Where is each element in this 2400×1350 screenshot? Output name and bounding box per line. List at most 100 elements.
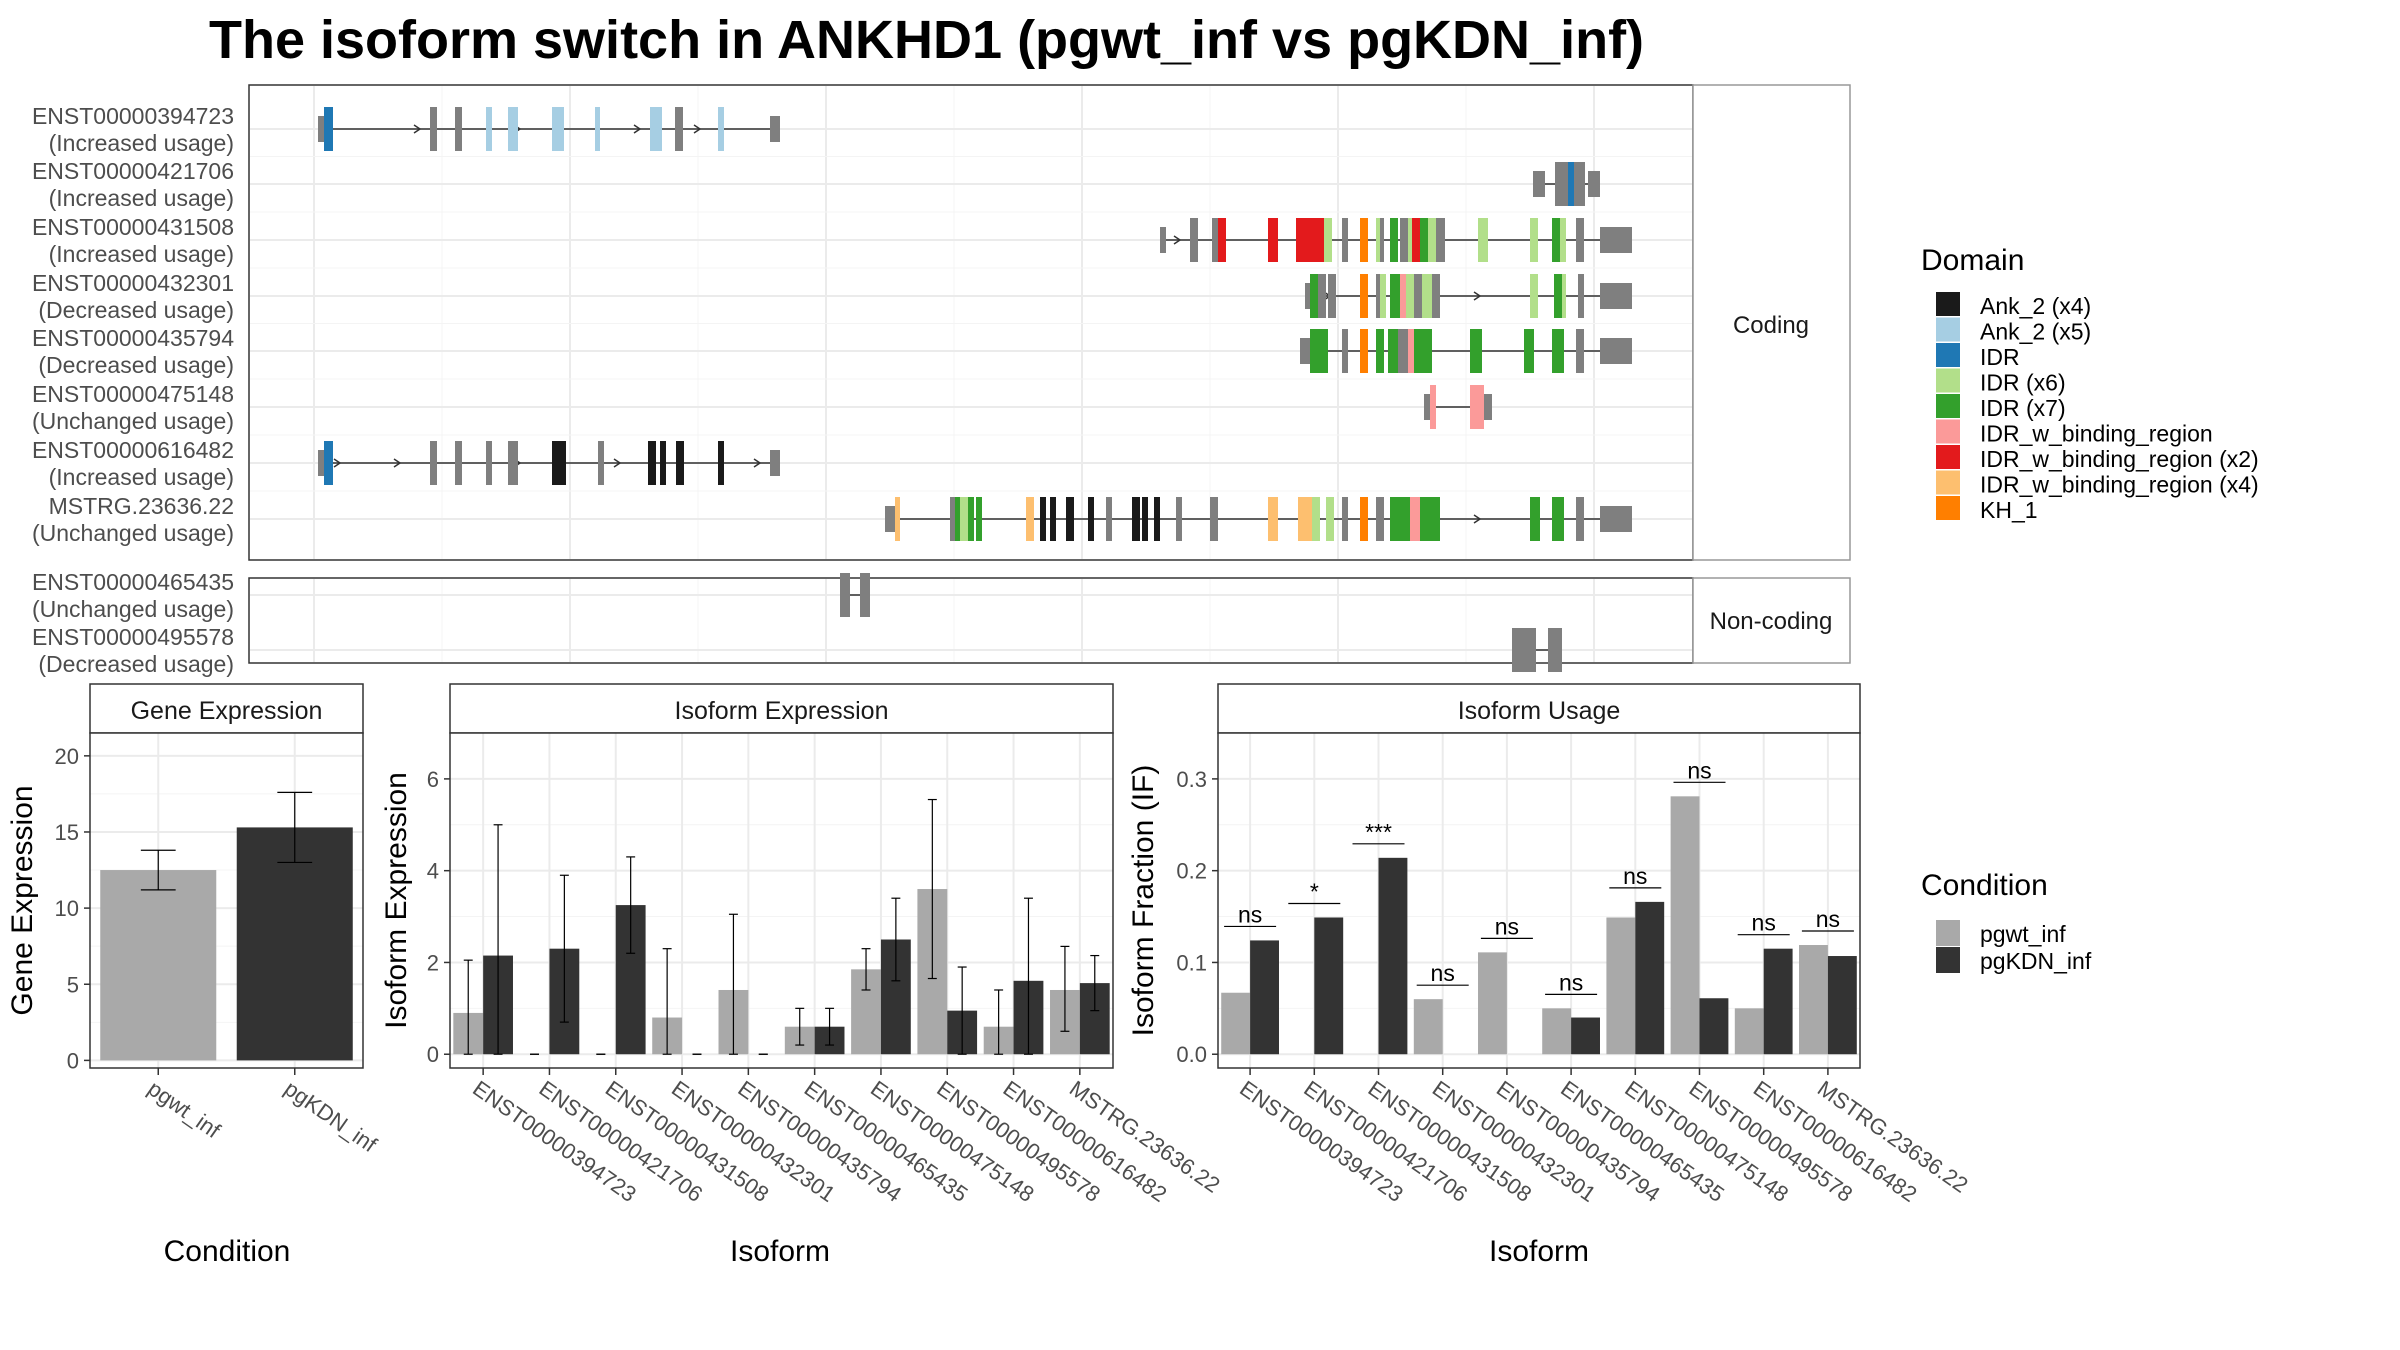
transcript-id-label: ENST00000432301 bbox=[32, 270, 234, 296]
domain-legend-label: KH_1 bbox=[1980, 497, 2038, 523]
domain-legend-label: Ank_2 (x4) bbox=[1980, 293, 2091, 319]
domain-block bbox=[1568, 162, 1574, 206]
transcript-usage-label: (Decreased usage) bbox=[38, 651, 234, 677]
exon-block bbox=[1342, 497, 1348, 541]
transcript-id-label: ENST00000394723 bbox=[32, 103, 234, 129]
domain-block bbox=[648, 441, 656, 485]
domain-block bbox=[1088, 497, 1094, 541]
condition-legend-swatch bbox=[1936, 947, 1960, 973]
transcript-usage-label: (Increased usage) bbox=[49, 130, 234, 156]
transcript-usage-label: (Increased usage) bbox=[49, 241, 234, 267]
bar-pgwt_inf bbox=[1799, 945, 1828, 1055]
bar-pgwt_inf bbox=[1606, 917, 1636, 1055]
domain-block bbox=[1562, 274, 1566, 318]
domain-block bbox=[1066, 497, 1074, 541]
significance-label: ns bbox=[1431, 960, 1455, 986]
domain-block bbox=[1420, 218, 1428, 262]
domain-block bbox=[895, 497, 900, 541]
exon-block bbox=[1533, 171, 1545, 197]
significance-label: ns bbox=[1559, 969, 1583, 995]
exon-block bbox=[1600, 338, 1632, 364]
exon-block bbox=[1424, 394, 1432, 420]
plot-border bbox=[449, 732, 1114, 1069]
exon-block bbox=[318, 116, 324, 142]
exon-block bbox=[430, 107, 437, 151]
noncoding-strip bbox=[1692, 577, 1851, 664]
domain-block bbox=[1420, 497, 1430, 541]
domain-block bbox=[1478, 218, 1488, 262]
y-axis-title: Isoform Fraction (IF) bbox=[1127, 765, 1160, 1037]
y-tick-label: 0.2 bbox=[1176, 859, 1207, 884]
panel-title: Isoform Expression bbox=[675, 697, 889, 725]
domain-block bbox=[1424, 329, 1432, 373]
domain-block bbox=[718, 107, 724, 151]
transcript-id-label: ENST00000465435 bbox=[32, 569, 234, 595]
transcript-id-label: ENST00000431508 bbox=[32, 214, 234, 240]
exon-block bbox=[950, 497, 956, 541]
strand-arrow bbox=[393, 458, 402, 468]
exon-block bbox=[1588, 171, 1600, 197]
domain-legend-swatch bbox=[1936, 368, 1960, 393]
domain-block bbox=[1560, 218, 1566, 262]
bar-pgKDN_inf bbox=[1250, 940, 1279, 1055]
exon-block bbox=[1190, 218, 1198, 262]
y-tick-label: 5 bbox=[67, 972, 79, 997]
condition-legend-label: pgKDN_inf bbox=[1980, 948, 2092, 974]
domain-block bbox=[1428, 218, 1436, 262]
transcript-usage-label: (Decreased usage) bbox=[38, 297, 234, 323]
domain-block bbox=[1530, 274, 1538, 318]
transcript-id-label: ENST00000421706 bbox=[32, 158, 234, 184]
noncoding-strip-label: Non-coding bbox=[1710, 608, 1833, 635]
domain-block bbox=[552, 107, 564, 151]
domain-legend-title: Domain bbox=[1921, 244, 2024, 277]
y-tick-label: 20 bbox=[55, 744, 79, 769]
domain-block bbox=[508, 107, 518, 151]
domain-legend-swatch bbox=[1936, 317, 1960, 342]
transcript-id-label: ENST00000475148 bbox=[32, 381, 234, 407]
domain-block bbox=[1430, 497, 1440, 541]
y-tick-label: 10 bbox=[55, 896, 79, 921]
transcript-id-label: ENST00000616482 bbox=[32, 437, 234, 463]
plot-border bbox=[89, 732, 364, 1069]
transcript-model bbox=[318, 107, 780, 151]
exon-block bbox=[1512, 628, 1536, 672]
domain-block bbox=[1552, 218, 1560, 262]
bar-pgwt_inf bbox=[1413, 999, 1443, 1055]
domain-block bbox=[324, 107, 333, 151]
transcript-model bbox=[1305, 274, 1632, 318]
transcript-usage-label: (Increased usage) bbox=[49, 185, 234, 211]
domain-block bbox=[960, 497, 968, 541]
y-tick-label: 0.1 bbox=[1176, 950, 1207, 975]
isoform-expression-panel: Isoform Expression0246ENST00000394723ENS… bbox=[380, 683, 1225, 1268]
x-tick-label: pgwt_inf bbox=[143, 1076, 225, 1144]
exon-block bbox=[508, 441, 518, 485]
domain-block bbox=[1218, 218, 1226, 262]
coding-strip bbox=[1692, 84, 1851, 561]
domain-block bbox=[1310, 274, 1318, 318]
bar-pgwt_inf bbox=[1734, 1008, 1764, 1055]
domain-block bbox=[1524, 329, 1534, 373]
transcript-model bbox=[1300, 329, 1632, 373]
domain-block bbox=[1310, 329, 1320, 373]
exon-block bbox=[1318, 274, 1326, 318]
panel-title: Gene Expression bbox=[131, 697, 323, 725]
y-tick-label: 0.3 bbox=[1176, 767, 1207, 792]
domain-block bbox=[1422, 274, 1432, 318]
domain-block bbox=[1268, 218, 1278, 262]
noncoding-facet: Non-coding bbox=[248, 577, 1851, 664]
exon-block bbox=[318, 450, 324, 476]
domain-block bbox=[1296, 218, 1310, 262]
domain-block bbox=[1360, 497, 1368, 541]
domain-block bbox=[486, 107, 492, 151]
bar-pgwt_inf bbox=[1670, 796, 1700, 1055]
domain-block bbox=[1470, 385, 1484, 429]
panel-strip bbox=[89, 683, 364, 734]
significance-label: ns bbox=[1752, 910, 1776, 936]
bar-pgwt_inf bbox=[1478, 952, 1507, 1055]
noncoding-panel-background bbox=[248, 577, 1694, 664]
transcript-labels: ENST00000394723(Increased usage)ENST0000… bbox=[32, 103, 234, 677]
strand-arrow bbox=[633, 124, 642, 134]
domain-legend-label: IDR_w_binding_region bbox=[1980, 421, 2213, 447]
domain-block bbox=[1406, 274, 1414, 318]
